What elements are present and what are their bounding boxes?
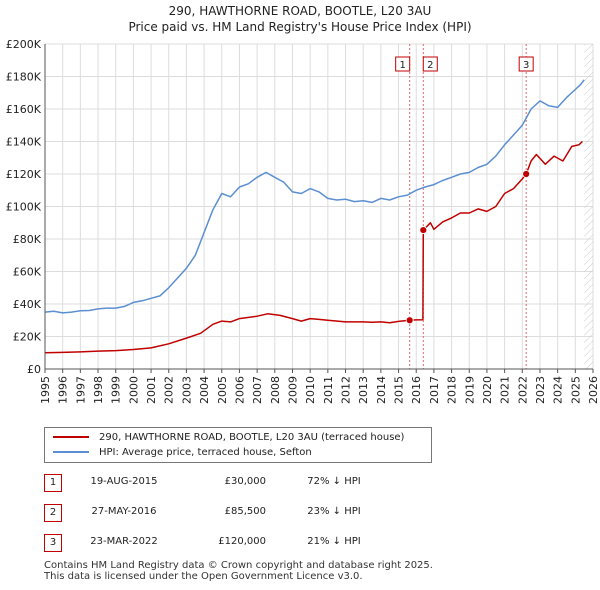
y-tick-label: £160K (6, 103, 42, 116)
x-tick-label: 1995 (39, 376, 52, 404)
x-tick-label: 2003 (180, 376, 193, 404)
legend-label-property: 290, HAWTHORNE ROAD, BOOTLE, L20 3AU (te… (99, 432, 405, 443)
grid (44, 43, 594, 370)
x-tick-label: 2024 (552, 376, 565, 404)
x-tick-label: 1997 (74, 376, 87, 404)
legend-label-hpi: HPI: Average price, terraced house, Seft… (99, 447, 312, 458)
x-tick-label: 2015 (393, 376, 406, 404)
y-tick-label: £120K (6, 168, 42, 181)
axes: £0 £20K £40K £60K £80K £100K £120K £140K £160K £1… (6, 38, 600, 404)
x-tick-label: 2009 (286, 376, 299, 404)
x-tick-label: 2001 (145, 376, 158, 404)
x-tick-label: 2014 (375, 376, 388, 404)
legend-item-property: 290, HAWTHORNE ROAD, BOOTLE, L20 3AU (te… (53, 431, 404, 445)
x-tick-label: 2006 (233, 376, 246, 404)
sale-row: 3 23-MAR-2022 £120,000 21% ↓ HPI (44, 534, 564, 552)
series-lines (44, 79, 585, 354)
sale-label-box (422, 56, 438, 72)
x-tick-label: 2020 (481, 376, 494, 404)
x-tick-label: 2007 (251, 376, 264, 404)
sale-date-lines: 1 2 3 (395, 44, 534, 369)
sale-price: £120,000 (218, 536, 266, 547)
x-tick-label: 2012 (340, 376, 353, 404)
x-tick-label: 2002 (163, 376, 176, 404)
sale-markers (405, 170, 531, 325)
y-tick-label: £180K (6, 71, 42, 84)
sale-date: 27-MAY-2016 (91, 506, 157, 517)
sale-hpi-diff: 72% ↓ HPI (307, 476, 361, 487)
sale-row: 1 19-AUG-2015 £30,000 72% ↓ HPI (44, 474, 564, 492)
sale-price: £85,500 (224, 506, 266, 517)
sale-hpi-diff: 23% ↓ HPI (307, 506, 361, 517)
future-hatch-area (584, 44, 593, 369)
sale-label-text: 3 (523, 60, 529, 71)
y-tick-label: £60K (13, 266, 42, 279)
sale-date: 19-AUG-2015 (90, 476, 158, 487)
x-tick-label: 2026 (587, 376, 600, 404)
sale-number-badge: 3 (44, 534, 62, 552)
y-tick-label: £0 (27, 363, 41, 376)
sale-marker (522, 170, 531, 178)
hpi-line (44, 79, 585, 314)
x-tick-label: 2010 (304, 376, 317, 404)
future-band (584, 44, 593, 369)
chart-subtitle: Price paid vs. HM Land Registry's House … (128, 20, 472, 34)
sale-label-box (518, 56, 534, 72)
legend-item-hpi: HPI: Average price, terraced house, Seft… (53, 446, 312, 460)
sale-number-badge: 2 (44, 504, 62, 522)
sale-price: £30,000 (224, 476, 266, 487)
x-tick-label: 2008 (269, 376, 282, 404)
x-tick-label: 2016 (410, 376, 423, 404)
sale-hpi-diff: 21% ↓ HPI (307, 536, 361, 547)
x-tick-label: 2005 (216, 376, 229, 404)
x-tick-label: 2021 (499, 376, 512, 404)
x-tick-label: 2004 (198, 376, 211, 404)
sale-label-text: 1 (399, 60, 405, 71)
y-tick-label: £100K (6, 201, 42, 214)
legend: 290, HAWTHORNE ROAD, BOOTLE, L20 3AU (te… (44, 427, 432, 463)
x-tick-label: 2018 (446, 376, 459, 404)
sale-row: 2 27-MAY-2016 £85,500 23% ↓ HPI (44, 504, 564, 522)
sale-date: 23-MAR-2022 (90, 536, 158, 547)
x-tick-label: 1996 (57, 376, 70, 404)
y-tick-label: £200K (6, 38, 42, 51)
legend-swatch-hpi (53, 451, 89, 453)
y-tick-label: £40K (13, 298, 42, 311)
sale-marker (419, 226, 428, 234)
footer-line-licence: This data is licensed under the Open Gov… (44, 571, 363, 582)
x-tick-label: 2023 (534, 376, 547, 404)
x-tick-label: 2017 (428, 376, 441, 404)
y-tick-label: £140K (6, 136, 42, 149)
sale-label-text: 2 (427, 60, 433, 71)
x-tick-label: 1999 (110, 376, 123, 404)
footer-line-copyright: Contains HM Land Registry data © Crown c… (44, 560, 433, 571)
footer-attribution: Contains HM Land Registry data © Crown c… (44, 560, 433, 582)
property-price-line (44, 140, 583, 354)
y-tick-label: £20K (13, 331, 42, 344)
x-tick-label: 2000 (127, 376, 140, 404)
x-tick-label: 2011 (322, 376, 335, 404)
x-tick-label: 2013 (357, 376, 370, 404)
x-tick-label: 2025 (569, 376, 582, 404)
x-tick-label: 2019 (463, 376, 476, 404)
sale-number-badge: 1 (44, 474, 62, 492)
chart-title-block: 290, HAWTHORNE ROAD, BOOTLE, L20 3AU Pri… (0, 3, 600, 35)
x-tick-label: 2022 (516, 376, 529, 404)
price-chart: 1 2 3 £0 £20K £40K £60K £80K £100K £120K £140K £16… (6, 38, 600, 404)
chart-title: 290, HAWTHORNE ROAD, BOOTLE, L20 3AU (168, 4, 432, 18)
x-tick-label: 1998 (92, 376, 105, 404)
sale-label-box (395, 56, 411, 72)
y-tick-label: £80K (13, 233, 42, 246)
legend-swatch-property (53, 436, 89, 438)
sale-marker (405, 316, 414, 325)
